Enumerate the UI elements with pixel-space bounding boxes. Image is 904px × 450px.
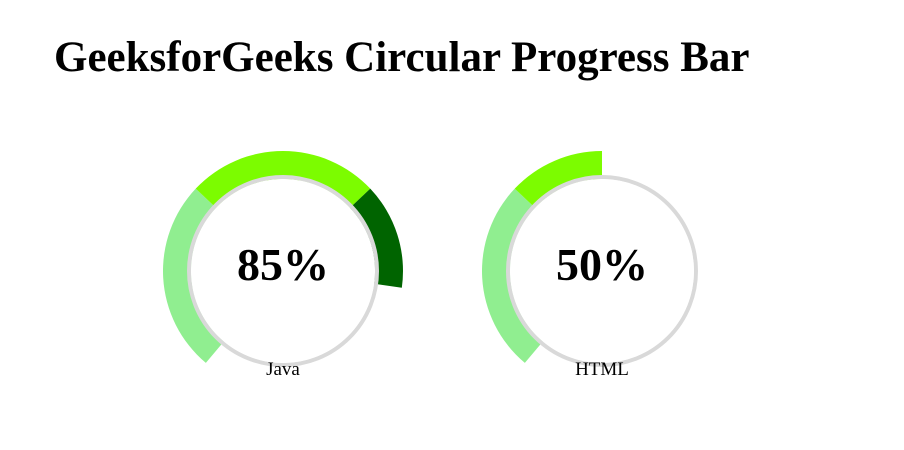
dial-face [510,179,694,363]
gauge-label: HTML [575,359,629,380]
gauge-label: Java [266,359,300,380]
dial-face [191,179,375,363]
progress-gauge-html: 50% HTML [477,146,727,396]
gauge-segment-high [349,188,403,288]
gauge-dial [163,151,403,367]
dial-shadow-ring [187,175,379,367]
gauge-segment-mid [195,151,371,208]
gauge-segment-low [482,188,543,363]
gauge-dial [482,151,698,367]
dial-shadow-ring [506,175,698,367]
gauge-segment-mid [514,151,602,208]
gauge-percent-text: 85% [237,239,329,290]
page-title: GeeksforGeeks Circular Progress Bar [54,34,750,81]
gauge-segment-low [163,188,224,363]
gauge-percent-text: 50% [556,239,648,290]
progress-gauge-java: 85% Java [158,146,408,396]
